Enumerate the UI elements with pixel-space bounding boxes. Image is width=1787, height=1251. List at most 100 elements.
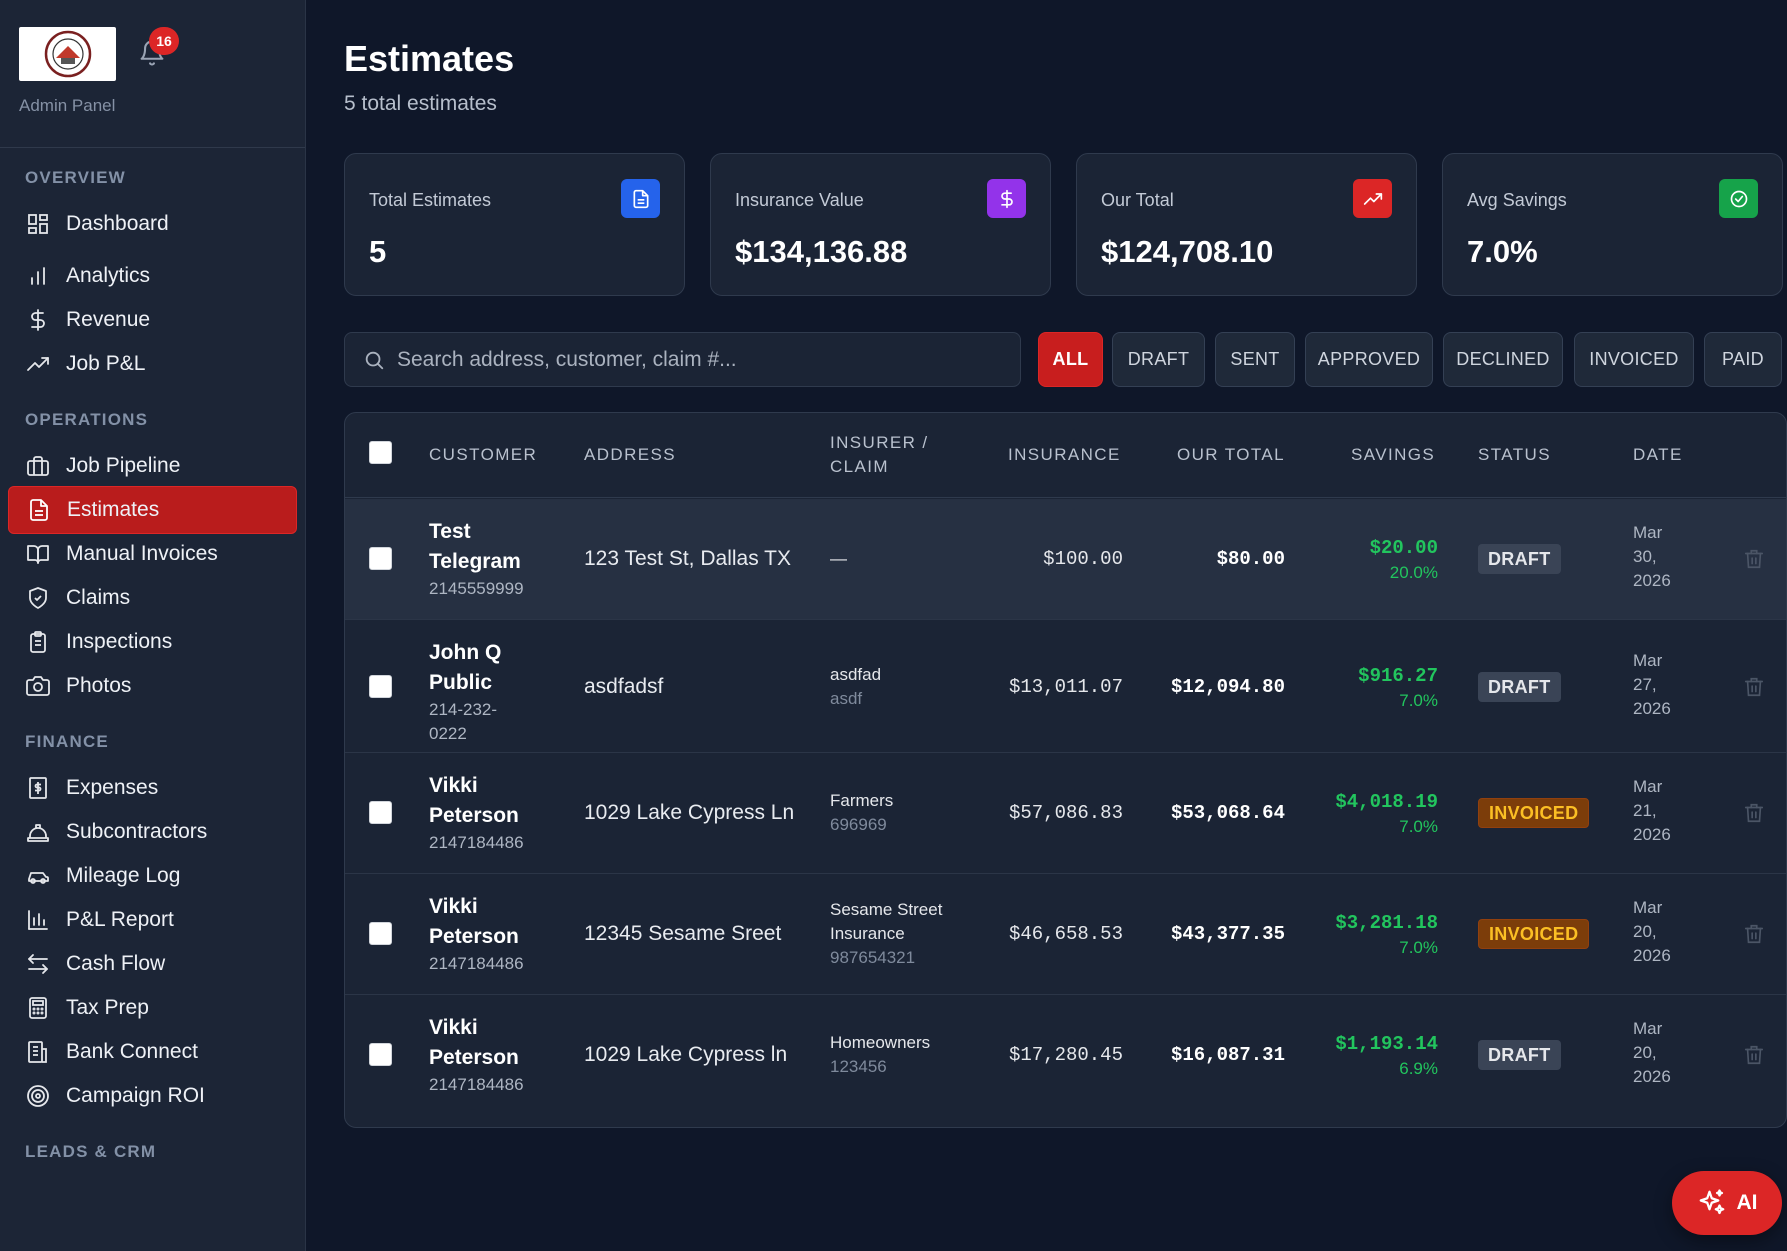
row-checkbox[interactable] [369, 922, 392, 945]
column-header-customer[interactable]: CUSTOMER [429, 443, 537, 467]
trash-icon[interactable] [1743, 922, 1765, 946]
trash-icon[interactable] [1743, 547, 1765, 571]
row-checkbox[interactable] [369, 801, 392, 824]
search-box [344, 332, 1021, 387]
sidebar-item-revenue[interactable]: Revenue [8, 296, 297, 344]
sidebar-item-label: Campaign ROI [66, 1084, 205, 1108]
column-header-status[interactable]: STATUS [1478, 443, 1551, 467]
column-header-our-total[interactable]: OUR TOTAL [1177, 443, 1285, 467]
savings-cell: $916.27 7.0% [1358, 663, 1438, 713]
grid-icon [26, 212, 50, 236]
insurance-amount: $46,658.53 [1009, 923, 1123, 945]
ai-assistant-button[interactable]: AI [1672, 1171, 1782, 1235]
customer-phone: 2147184486 [429, 831, 524, 855]
sidebar-item-label: Job P&L [66, 352, 145, 376]
savings-cell: $3,281.18 7.0% [1335, 910, 1438, 960]
book-icon [26, 542, 50, 566]
sidebar-item-label: Analytics [66, 264, 150, 288]
sidebar-item-subcontractors[interactable]: Subcontractors [8, 808, 297, 856]
filter-draft-button[interactable]: DRAFT [1112, 332, 1205, 387]
claim-number: asdf [830, 687, 881, 711]
status-badge: INVOICED [1478, 919, 1589, 949]
date-day: 21, [1633, 799, 1671, 823]
sidebar-item-bank-connect[interactable]: Bank Connect [8, 1028, 297, 1076]
sidebar-item-analytics[interactable]: Analytics [8, 252, 297, 300]
date-cell: Mar 27, 2026 [1633, 649, 1671, 721]
insurer-cell: asdfad asdf [830, 663, 881, 711]
filter-declined-button[interactable]: DECLINED [1443, 332, 1563, 387]
sidebar-item-label: Dashboard [66, 212, 169, 236]
file-text-icon [621, 179, 660, 218]
column-header-insurer[interactable]: INSURER / CLAIM [830, 431, 929, 479]
sidebar-item-pl-report[interactable]: P&L Report [8, 896, 297, 944]
insurer-name-line2: Insurance [830, 922, 942, 946]
sidebar-item-manual-invoices[interactable]: Manual Invoices [8, 530, 297, 578]
date-day: 20, [1633, 920, 1671, 944]
sidebar-item-label: Estimates [67, 498, 159, 522]
sidebar-item-cash-flow[interactable]: Cash Flow [8, 940, 297, 988]
row-checkbox[interactable] [369, 1043, 392, 1066]
filter-sent-button[interactable]: SENT [1215, 332, 1295, 387]
sidebar-item-label: Job Pipeline [66, 454, 180, 478]
sidebar-item-job-pipeline[interactable]: Job Pipeline [8, 442, 297, 490]
sidebar-item-label: Cash Flow [66, 952, 165, 976]
row-checkbox[interactable] [369, 547, 392, 570]
customer-cell: Test Telegram 2145559999 [429, 517, 524, 601]
column-header-address[interactable]: ADDRESS [584, 443, 676, 467]
sidebar-item-job-pl[interactable]: Job P&L [8, 340, 297, 388]
table-row[interactable]: John Q Public 214-232- 0222 asdfadsf asd… [345, 620, 1786, 753]
table-row[interactable]: Vikki Peterson 2147184486 12345 Sesame S… [345, 874, 1786, 995]
column-header-savings[interactable]: SAVINGS [1351, 443, 1435, 467]
sidebar-item-expenses[interactable]: Expenses [8, 764, 297, 812]
stat-value: 7.0% [1467, 234, 1538, 270]
nav-section-operations: OPERATIONS [0, 406, 305, 434]
sidebar-item-tax-prep[interactable]: Tax Prep [8, 984, 297, 1032]
our-total-amount: $43,377.35 [1171, 923, 1285, 945]
trash-icon[interactable] [1743, 1043, 1765, 1067]
customer-name: Vikki [429, 892, 524, 922]
filter-invoiced-button[interactable]: INVOICED [1574, 332, 1694, 387]
table-row[interactable]: Vikki Peterson 2147184486 1029 Lake Cypr… [345, 753, 1786, 874]
insurer-name: Sesame Street [830, 898, 942, 922]
sidebar-item-campaign-roi[interactable]: Campaign ROI [8, 1072, 297, 1120]
insurer-name: asdfad [830, 663, 881, 687]
insurer-cell: Farmers 696969 [830, 789, 893, 837]
sidebar-item-estimates[interactable]: Estimates [8, 486, 297, 534]
trash-icon[interactable] [1743, 675, 1765, 699]
trending-up-icon [1353, 179, 1392, 218]
customer-cell: Vikki Peterson 2147184486 [429, 1013, 524, 1097]
sidebar-item-label: Photos [66, 674, 131, 698]
claim-number: 987654321 [830, 946, 942, 970]
status-cell: DRAFT [1478, 1040, 1561, 1070]
date-month: Mar [1633, 775, 1671, 799]
filter-all-button[interactable]: ALL [1038, 332, 1103, 387]
filter-paid-button[interactable]: PAID [1704, 332, 1782, 387]
sidebar-item-claims[interactable]: Claims [8, 574, 297, 622]
search-input[interactable] [397, 348, 997, 372]
insurer-cell: Homeowners 123456 [830, 1031, 930, 1079]
column-header-date[interactable]: DATE [1633, 443, 1683, 467]
trash-icon[interactable] [1743, 801, 1765, 825]
savings-amount: $4,018.19 [1335, 789, 1438, 815]
date-month: Mar [1633, 896, 1671, 920]
date-cell: Mar 21, 2026 [1633, 775, 1671, 847]
customer-name: Test [429, 517, 524, 547]
date-day: 20, [1633, 1041, 1671, 1065]
filter-approved-button[interactable]: APPROVED [1305, 332, 1433, 387]
customer-phone: 2145559999 [429, 577, 524, 601]
stat-value: 5 [369, 234, 386, 270]
our-total-amount: $12,094.80 [1171, 676, 1285, 698]
table-row[interactable]: Test Telegram 2145559999 123 Test St, Da… [345, 499, 1786, 620]
column-header-insurance[interactable]: INSURANCE [1008, 443, 1121, 467]
sidebar-item-photos[interactable]: Photos [8, 662, 297, 710]
stat-label: Total Estimates [369, 190, 491, 211]
sidebar-item-dashboard[interactable]: Dashboard [8, 200, 297, 248]
status-cell: INVOICED [1478, 798, 1589, 828]
sidebar-item-mileage-log[interactable]: Mileage Log [8, 852, 297, 900]
table-row[interactable]: Vikki Peterson 2147184486 1029 Lake Cypr… [345, 995, 1786, 1116]
insurance-amount: $17,280.45 [1009, 1044, 1123, 1066]
company-logo[interactable] [19, 27, 116, 81]
select-all-checkbox[interactable] [369, 441, 392, 464]
row-checkbox[interactable] [369, 675, 392, 698]
sidebar-item-inspections[interactable]: Inspections [8, 618, 297, 666]
